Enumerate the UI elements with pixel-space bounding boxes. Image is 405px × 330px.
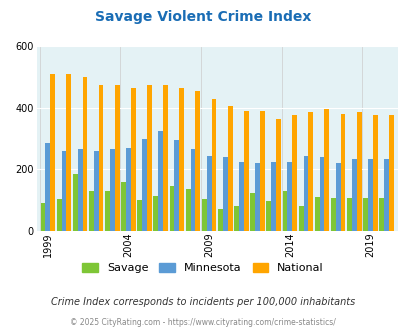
Bar [282, 191, 287, 231]
Bar [130, 88, 135, 231]
Bar [259, 111, 264, 231]
Bar [266, 201, 271, 231]
Bar [378, 198, 383, 231]
Bar [275, 118, 280, 231]
Bar [249, 192, 254, 231]
Bar [190, 149, 195, 231]
Bar [222, 157, 227, 231]
Bar [340, 114, 345, 231]
Bar [234, 206, 239, 231]
Bar [314, 197, 319, 231]
Bar [303, 155, 307, 231]
Bar [239, 162, 243, 231]
Bar [45, 143, 50, 231]
Text: Savage Violent Crime Index: Savage Violent Crime Index [95, 10, 310, 24]
Bar [271, 162, 275, 231]
Bar [307, 113, 312, 231]
Bar [163, 85, 168, 231]
Bar [292, 115, 296, 231]
Bar [62, 151, 66, 231]
Bar [94, 151, 98, 231]
Bar [105, 191, 110, 231]
Bar [388, 115, 393, 231]
Bar [82, 77, 87, 231]
Bar [217, 210, 222, 231]
Bar [169, 186, 174, 231]
Bar [158, 131, 163, 231]
Bar [287, 162, 292, 231]
Bar [362, 198, 367, 231]
Bar [319, 157, 324, 231]
Bar [153, 196, 158, 231]
Bar [185, 189, 190, 231]
Bar [57, 199, 62, 231]
Bar [98, 85, 103, 231]
Bar [324, 109, 328, 231]
Bar [66, 74, 71, 231]
Bar [121, 182, 126, 231]
Text: Crime Index corresponds to incidents per 100,000 inhabitants: Crime Index corresponds to incidents per… [51, 297, 354, 307]
Bar [254, 163, 259, 231]
Text: © 2025 CityRating.com - https://www.cityrating.com/crime-statistics/: © 2025 CityRating.com - https://www.city… [70, 318, 335, 327]
Bar [50, 74, 55, 231]
Bar [330, 198, 335, 231]
Bar [77, 149, 82, 231]
Bar [298, 206, 303, 231]
Bar [351, 159, 356, 231]
Bar [201, 199, 206, 231]
Bar [126, 148, 130, 231]
Bar [179, 88, 184, 231]
Bar [89, 191, 94, 231]
Bar [206, 155, 211, 231]
Bar [372, 115, 377, 231]
Bar [110, 149, 115, 231]
Bar [137, 200, 142, 231]
Bar [40, 203, 45, 231]
Bar [72, 174, 77, 231]
Bar [227, 106, 232, 231]
Bar [147, 85, 151, 231]
Bar [383, 159, 388, 231]
Bar [346, 198, 351, 231]
Bar [243, 111, 248, 231]
Bar [367, 159, 372, 231]
Bar [195, 91, 200, 231]
Bar [356, 113, 361, 231]
Bar [335, 163, 340, 231]
Bar [174, 140, 179, 231]
Bar [115, 85, 119, 231]
Bar [142, 139, 147, 231]
Bar [211, 99, 216, 231]
Legend: Savage, Minnesota, National: Savage, Minnesota, National [82, 263, 323, 273]
